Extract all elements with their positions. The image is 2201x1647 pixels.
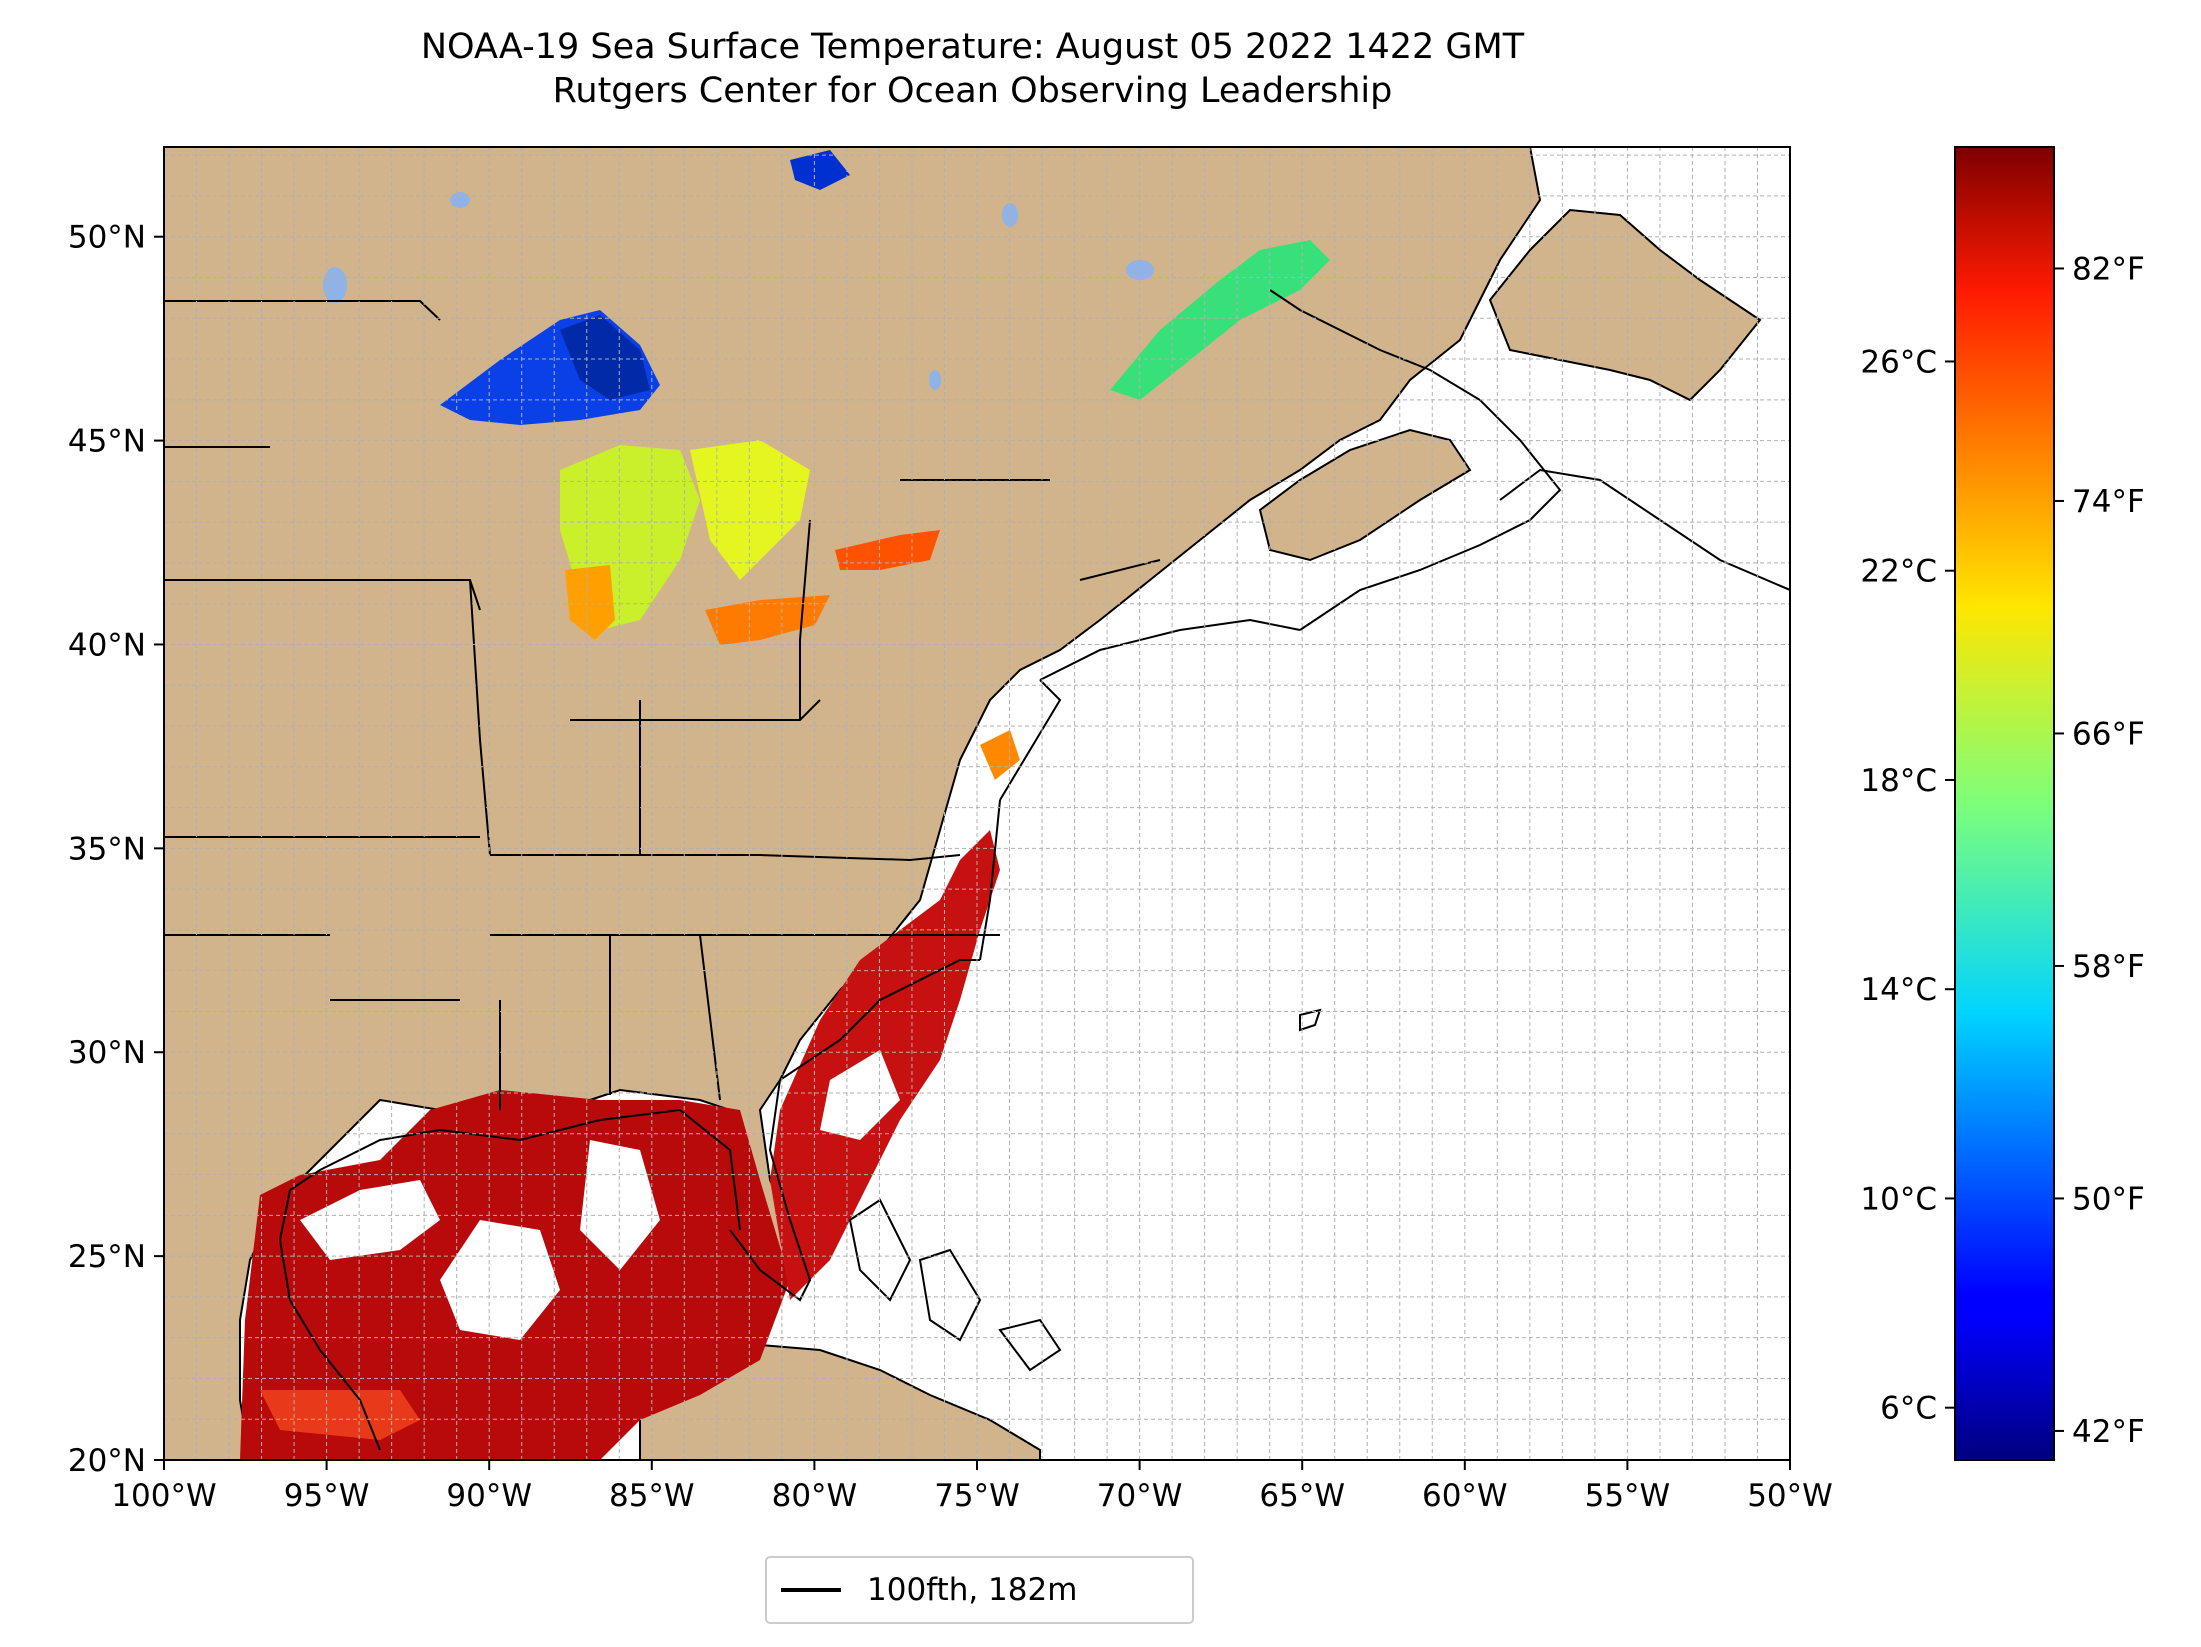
- atlantic-sst: [770, 730, 1020, 1300]
- lat-tick-label: 30°N: [68, 1035, 146, 1071]
- celsius-tick-label: 26°C: [1860, 344, 1937, 380]
- fahrenheit-tick-label: 66°F: [2072, 716, 2145, 752]
- st-lawrence-sst: [1110, 240, 1330, 400]
- chart-subtitle: Rutgers Center for Ocean Observing Leade…: [552, 71, 1393, 111]
- celsius-tick-label: 18°C: [1860, 763, 1937, 799]
- celsius-tick-label: 14°C: [1860, 972, 1937, 1008]
- celsius-tick-label: 10°C: [1860, 1181, 1937, 1217]
- lat-tick-label: 35°N: [68, 831, 146, 867]
- chart-title: NOAA-19 Sea Surface Temperature: August …: [420, 27, 1525, 67]
- lat-tick-label: 40°N: [68, 627, 146, 663]
- lon-tick-label: 85°W: [609, 1478, 695, 1514]
- fahrenheit-tick-label: 50°F: [2072, 1181, 2145, 1217]
- lon-tick-label: 55°W: [1585, 1478, 1671, 1514]
- map-area: [164, 147, 1790, 1460]
- lat-tick-label: 45°N: [68, 424, 146, 460]
- lon-tick-label: 95°W: [284, 1478, 370, 1514]
- lon-tick-label: 70°W: [1097, 1478, 1183, 1514]
- lon-tick-label: 65°W: [1259, 1478, 1345, 1514]
- gulf-of-mexico-sst: [240, 1090, 790, 1460]
- isobath-100fth: [278, 289, 1790, 1451]
- lon-tick-label: 100°W: [111, 1478, 216, 1514]
- latitude-axis: 20°N 25°N 30°N 35°N 40°N 45°N 50°N: [68, 220, 164, 1479]
- longitude-axis: 100°W 95°W 90°W 85°W 80°W 75°W 70°W 65°W 60°W 55°…: [111, 1460, 1833, 1514]
- colorbar-fahrenheit-axis: 42°F 50°F 58°F 66°F 74°F 82°F: [2054, 251, 2145, 1450]
- colorbar: [1954, 146, 2055, 1461]
- legend: 100fth, 182m: [765, 1556, 1194, 1624]
- lat-tick-label: 50°N: [68, 220, 146, 256]
- legend-label: 100fth, 182m: [867, 1572, 1078, 1608]
- celsius-tick-label: 22°C: [1860, 554, 1937, 590]
- inland-lakes: [323, 192, 1154, 390]
- bahamas-outlines: [848, 1008, 1322, 1372]
- lake-superior-tip: [790, 150, 850, 190]
- great-lakes-sst: [440, 310, 940, 645]
- fahrenheit-tick-label: 82°F: [2072, 251, 2145, 287]
- lon-tick-label: 50°W: [1747, 1478, 1833, 1514]
- lat-tick-label: 20°N: [68, 1443, 146, 1479]
- nova-scotia-land: [1258, 428, 1472, 562]
- lat-tick-label: 25°N: [68, 1239, 146, 1275]
- lon-tick-label: 75°W: [934, 1478, 1020, 1514]
- fahrenheit-tick-label: 42°F: [2072, 1414, 2145, 1450]
- legend-line-swatch: [781, 1588, 841, 1592]
- lon-tick-label: 60°W: [1422, 1478, 1508, 1514]
- lon-tick-label: 90°W: [446, 1478, 532, 1514]
- fahrenheit-tick-label: 58°F: [2072, 949, 2145, 985]
- map-gridlines: [164, 147, 1790, 1460]
- colorbar-celsius-axis: 6°C 10°C 14°C 18°C 22°C 26°C: [1860, 344, 1955, 1427]
- celsius-tick-label: 6°C: [1880, 1391, 1937, 1427]
- fahrenheit-tick-label: 74°F: [2072, 484, 2145, 520]
- lon-tick-label: 80°W: [772, 1478, 858, 1514]
